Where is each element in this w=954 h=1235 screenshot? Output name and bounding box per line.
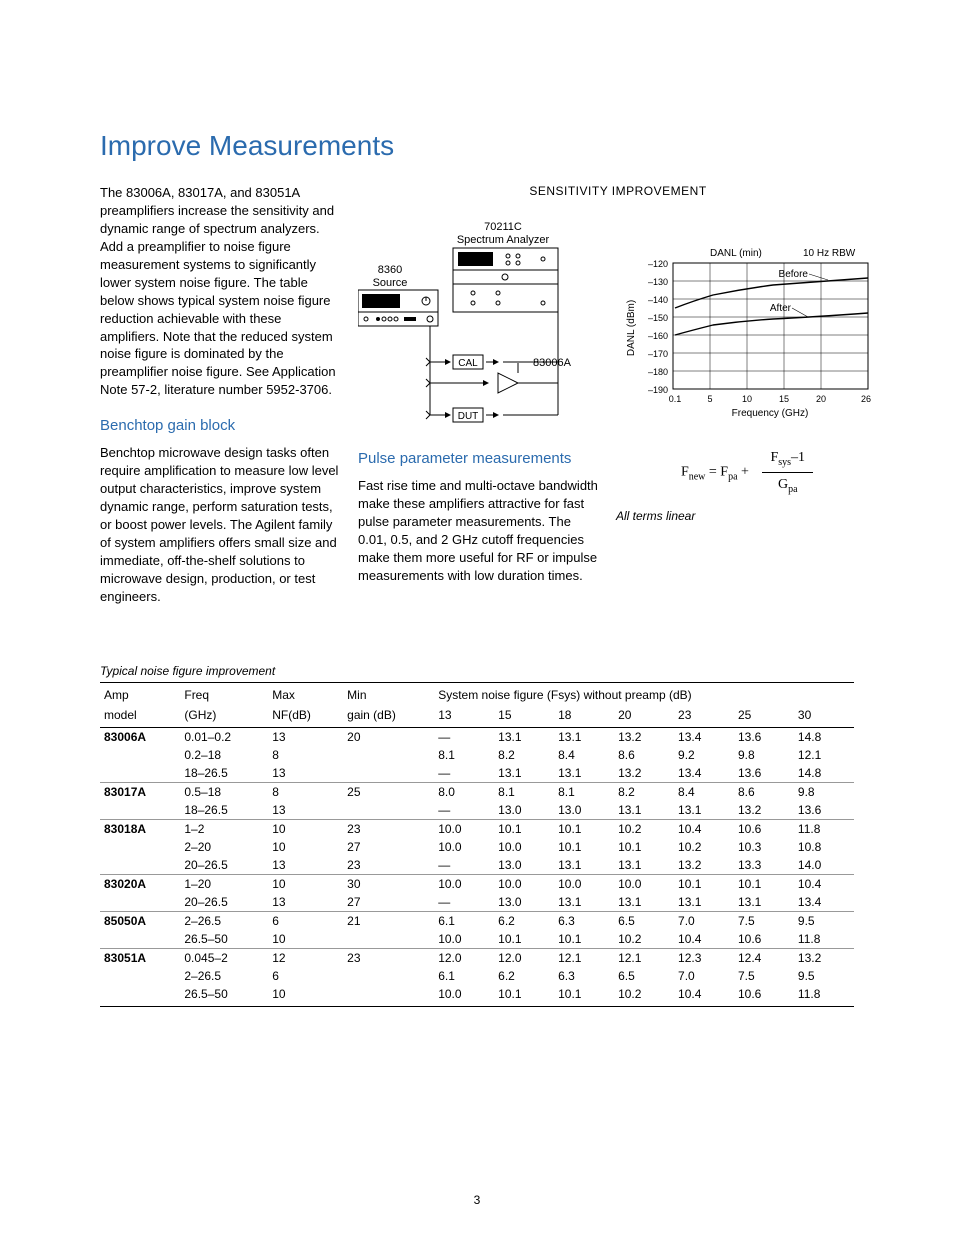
svg-text:26: 26	[861, 394, 871, 404]
svg-text:–130: –130	[648, 277, 668, 287]
svg-text:Frequency (GHz): Frequency (GHz)	[732, 408, 809, 419]
svg-text:–160: –160	[648, 331, 668, 341]
svg-text:83006A: 83006A	[533, 357, 572, 369]
svg-text:70211C: 70211C	[484, 221, 522, 233]
svg-text:–140: –140	[648, 295, 668, 305]
page-title: Improve Measurements	[100, 130, 854, 162]
benchtop-heading: Benchtop gain block	[100, 417, 340, 434]
sensitivity-chart: DANL (min) 10 Hz RBW	[618, 208, 878, 438]
block-diagram: 70211C Spectrum Analyzer	[358, 208, 608, 438]
table-row: 26.5–501010.010.110.110.210.410.611.8	[100, 930, 854, 949]
table-row: 83017A0.5–188258.08.18.18.28.48.69.8	[100, 782, 854, 801]
svg-text:–190: –190	[648, 385, 668, 395]
svg-text:–180: –180	[648, 367, 668, 377]
table-row: 20–26.51327—13.013.113.113.113.113.4	[100, 893, 854, 912]
table-row: 83051A0.045–2122312.012.012.112.112.312.…	[100, 948, 854, 967]
formula: Fnew = Fpa + Fsys–1 Gpa	[616, 450, 878, 495]
table-row: 2–20102710.010.010.110.110.210.310.8	[100, 838, 854, 856]
svg-text:5: 5	[707, 394, 712, 404]
table-row: 26.5–501010.010.110.110.210.410.611.8	[100, 985, 854, 1007]
noise-figure-table: Amp Freq Max Min System noise figure (Fs…	[100, 682, 854, 1007]
svg-text:20: 20	[816, 394, 826, 404]
table-row: 85050A2–26.56216.16.26.36.57.07.59.5	[100, 911, 854, 930]
page-number: 3	[0, 1193, 954, 1207]
table-caption: Typical noise figure improvement	[100, 664, 854, 678]
benchtop-paragraph: Benchtop microwave design tasks often re…	[100, 444, 340, 605]
svg-text:8360: 8360	[378, 264, 402, 276]
svg-text:DANL (dBm): DANL (dBm)	[626, 300, 637, 356]
svg-text:10 Hz RBW: 10 Hz RBW	[803, 248, 856, 259]
svg-text:Source: Source	[373, 277, 408, 289]
figure-title: SENSITIVITY IMPROVEMENT	[358, 184, 878, 198]
svg-text:0.1: 0.1	[669, 394, 682, 404]
table-row: 83018A1–2102310.010.110.110.210.410.611.…	[100, 819, 854, 838]
svg-text:DANL (min): DANL (min)	[710, 248, 762, 259]
table-row: 0.2–1888.18.28.48.69.29.812.1	[100, 746, 854, 764]
svg-text:After: After	[770, 303, 792, 314]
svg-text:–170: –170	[648, 349, 668, 359]
svg-text:Spectrum Analyzer: Spectrum Analyzer	[457, 234, 550, 246]
svg-text:–120: –120	[648, 259, 668, 269]
svg-text:DUT: DUT	[458, 411, 479, 422]
table-row: 83020A1–20103010.010.010.010.010.110.110…	[100, 874, 854, 893]
svg-text:10: 10	[742, 394, 752, 404]
svg-text:Before: Before	[779, 269, 809, 280]
intro-paragraph: The 83006A, 83017A, and 83051A preamplif…	[100, 184, 340, 399]
table-row: 83006A0.01–0.21320—13.113.113.213.413.61…	[100, 727, 854, 746]
svg-text:15: 15	[779, 394, 789, 404]
pulse-paragraph: Fast rise time and multi-octave bandwidt…	[358, 477, 598, 585]
table-row: 20–26.51323—13.013.113.113.213.314.0	[100, 856, 854, 875]
pulse-heading: Pulse parameter measurements	[358, 450, 598, 467]
table-row: 18–26.513—13.013.013.113.113.213.6	[100, 801, 854, 820]
table-row: 2–26.566.16.26.36.57.07.59.5	[100, 967, 854, 985]
svg-text:CAL: CAL	[458, 358, 478, 369]
svg-text:–150: –150	[648, 313, 668, 323]
table-row: 18–26.513—13.113.113.213.413.614.8	[100, 764, 854, 783]
formula-note: All terms linear	[616, 509, 878, 523]
